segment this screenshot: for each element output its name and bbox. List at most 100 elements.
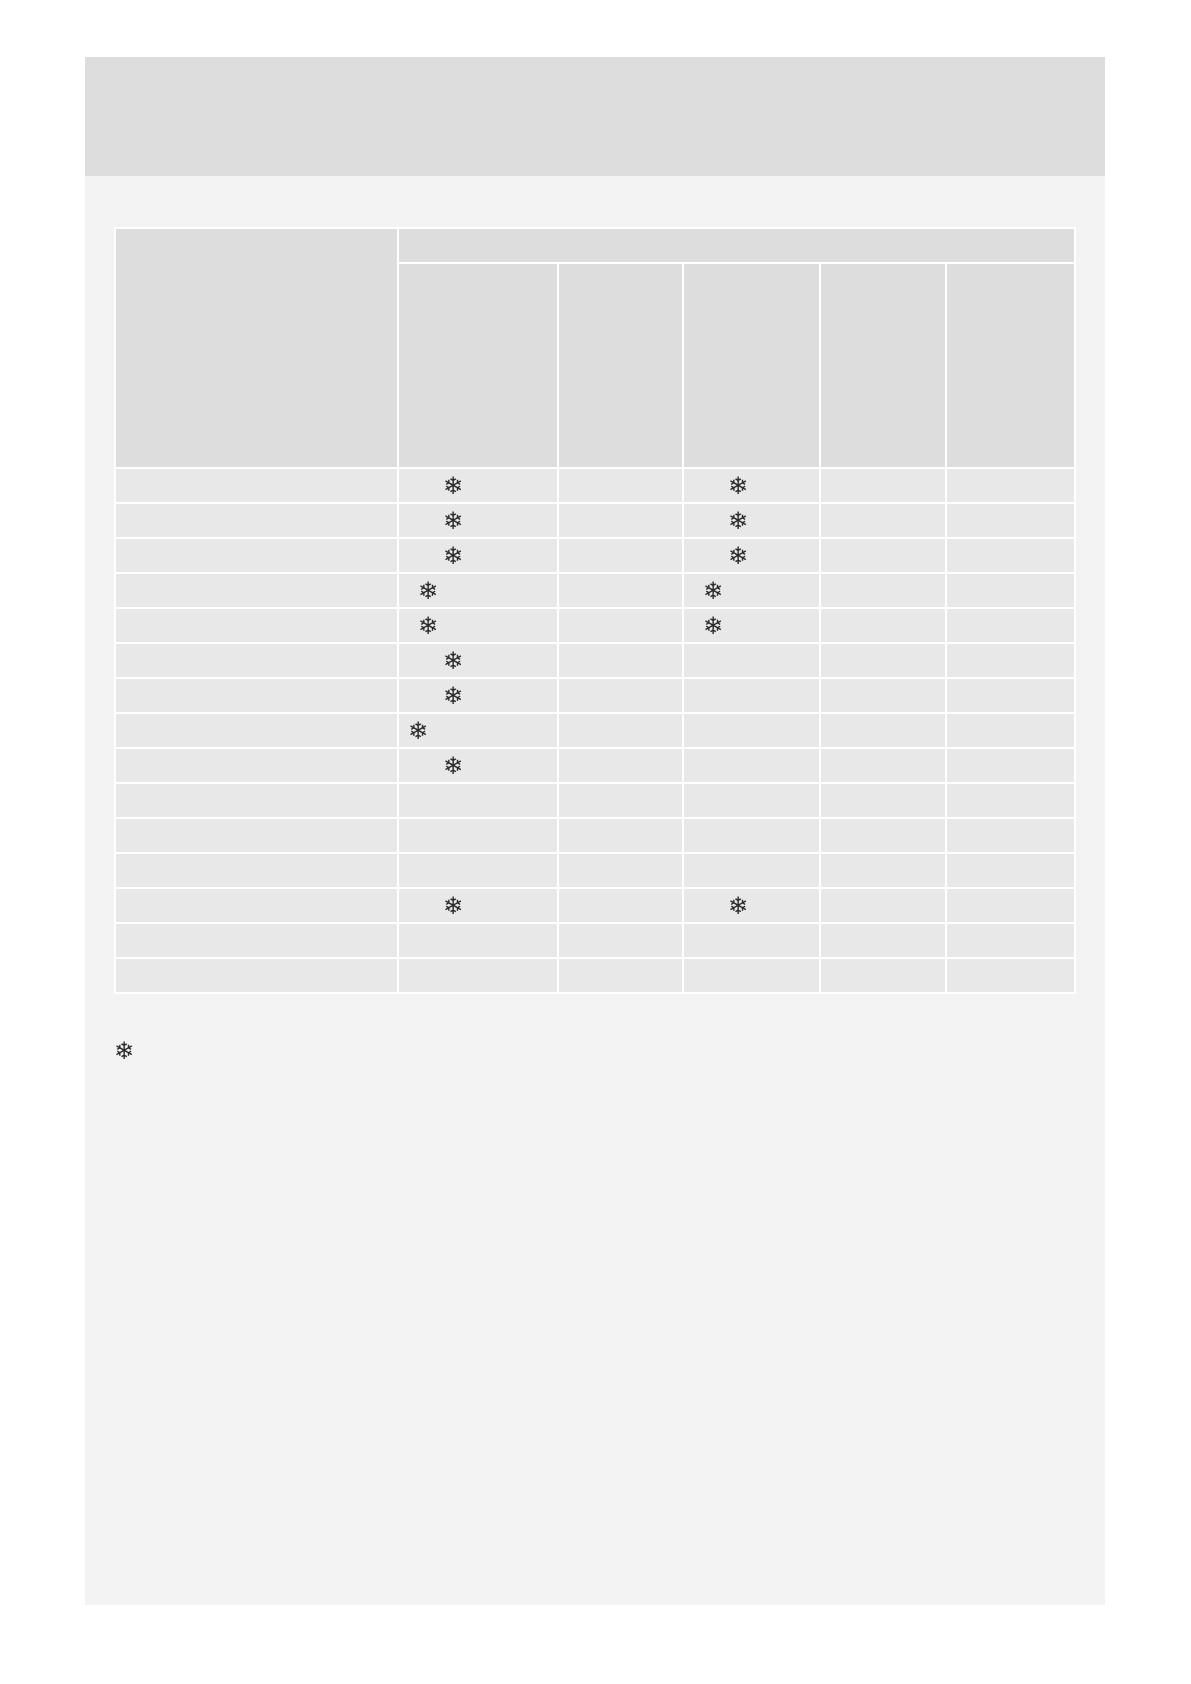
snowflake-icon: ❄	[408, 716, 429, 745]
table-cell	[819, 747, 947, 784]
table-cell: ❄	[682, 887, 821, 924]
table-cell: ❄	[682, 467, 821, 504]
table-row: ❄ ❄	[114, 467, 1077, 504]
table-cell	[944, 607, 1077, 644]
table-cell: ❄	[397, 537, 559, 574]
table-cell: ❄	[397, 887, 559, 924]
table-cell	[819, 572, 947, 609]
snowflake-icon: ❄	[418, 611, 439, 640]
table-cell: ❄	[682, 572, 821, 609]
table-cell	[557, 712, 684, 749]
column-header	[682, 262, 821, 469]
column-header	[557, 262, 684, 469]
snowflake-icon: ❄	[443, 891, 464, 920]
table-cell	[114, 747, 399, 784]
table-row: ❄ ❄	[114, 502, 1077, 539]
table-cell	[819, 852, 947, 889]
table-cell	[557, 642, 684, 679]
table-cell	[819, 817, 947, 854]
table-cell	[682, 852, 821, 889]
table-cell	[114, 852, 399, 889]
table-cell	[944, 467, 1077, 504]
snowflake-icon: ❄	[443, 646, 464, 675]
table-row: ❄	[114, 677, 1077, 714]
table-cell: ❄	[682, 502, 821, 539]
table-cell	[819, 607, 947, 644]
table-cell	[397, 957, 559, 994]
snowflake-icon: ❄	[728, 471, 749, 500]
table-cell: ❄	[682, 537, 821, 574]
table-cell	[819, 537, 947, 574]
table-cell: ❄	[397, 572, 559, 609]
table-cell	[682, 817, 821, 854]
table-cell	[944, 642, 1077, 679]
table-cell	[114, 537, 399, 574]
table-row: ❄	[114, 747, 1077, 784]
table-cell	[397, 922, 559, 959]
table-cell: ❄	[397, 607, 559, 644]
table-cell	[819, 887, 947, 924]
table-cell: ❄	[397, 677, 559, 714]
freezer-table: ❄ ❄ ❄ ❄ ❄ ❄ ❄ ❄ ❄ ❄ ❄ ❄ ❄ ❄ ❄ ❄	[114, 227, 1077, 994]
table-cell	[557, 817, 684, 854]
snowflake-icon: ❄	[443, 471, 464, 500]
snowflake-icon: ❄	[443, 541, 464, 570]
table-cell	[114, 467, 399, 504]
table-cell	[819, 467, 947, 504]
table-cell	[682, 642, 821, 679]
table-cell	[114, 642, 399, 679]
snowflake-icon: ❄	[703, 576, 724, 605]
table-cell	[944, 537, 1077, 574]
table-cell	[819, 677, 947, 714]
table-row	[114, 852, 1077, 889]
snowflake-icon: ❄	[728, 506, 749, 535]
table-cell	[944, 957, 1077, 994]
table-cell	[944, 572, 1077, 609]
table-cell	[557, 887, 684, 924]
table-row: ❄ ❄	[114, 887, 1077, 924]
snowflake-icon: ❄	[728, 541, 749, 570]
group-header-cell	[396, 227, 1077, 264]
table-cell	[114, 712, 399, 749]
table-cell	[944, 747, 1077, 784]
footnote-snowflake-icon: ❄	[114, 1037, 135, 1065]
table-cell: ❄	[397, 747, 559, 784]
table-cell: ❄	[397, 712, 559, 749]
snowflake-icon: ❄	[443, 681, 464, 710]
table-cell	[944, 887, 1077, 924]
document-page: ❄ ❄ ❄ ❄ ❄ ❄ ❄ ❄ ❄ ❄ ❄ ❄ ❄ ❄ ❄ ❄ ❄	[85, 57, 1105, 1605]
table-cell	[557, 572, 684, 609]
table-cell	[944, 677, 1077, 714]
table-cell	[557, 922, 684, 959]
table-row	[114, 922, 1077, 959]
table-cell	[819, 502, 947, 539]
table-row	[114, 957, 1077, 994]
table-cell	[114, 817, 399, 854]
table-cell	[944, 502, 1077, 539]
table-row: ❄	[114, 642, 1077, 679]
table-cell	[114, 887, 399, 924]
snowflake-icon: ❄	[728, 891, 749, 920]
column-header	[819, 262, 947, 469]
row-header-cell	[114, 227, 399, 469]
table-cell	[819, 642, 947, 679]
snowflake-icon: ❄	[443, 506, 464, 535]
table-cell	[397, 817, 559, 854]
snowflake-icon: ❄	[703, 611, 724, 640]
header-band	[85, 57, 1105, 176]
table-cell	[944, 782, 1077, 819]
table-cell	[819, 712, 947, 749]
table-cell	[397, 782, 559, 819]
table-cell: ❄	[682, 607, 821, 644]
table-cell	[682, 677, 821, 714]
table-cell	[114, 677, 399, 714]
table-cell	[557, 852, 684, 889]
snowflake-icon: ❄	[443, 751, 464, 780]
table-cell	[114, 572, 399, 609]
table-row	[114, 817, 1077, 854]
table-cell	[944, 852, 1077, 889]
table-row	[114, 782, 1077, 819]
table-cell	[557, 537, 684, 574]
table-cell	[557, 957, 684, 994]
table-cell	[557, 467, 684, 504]
